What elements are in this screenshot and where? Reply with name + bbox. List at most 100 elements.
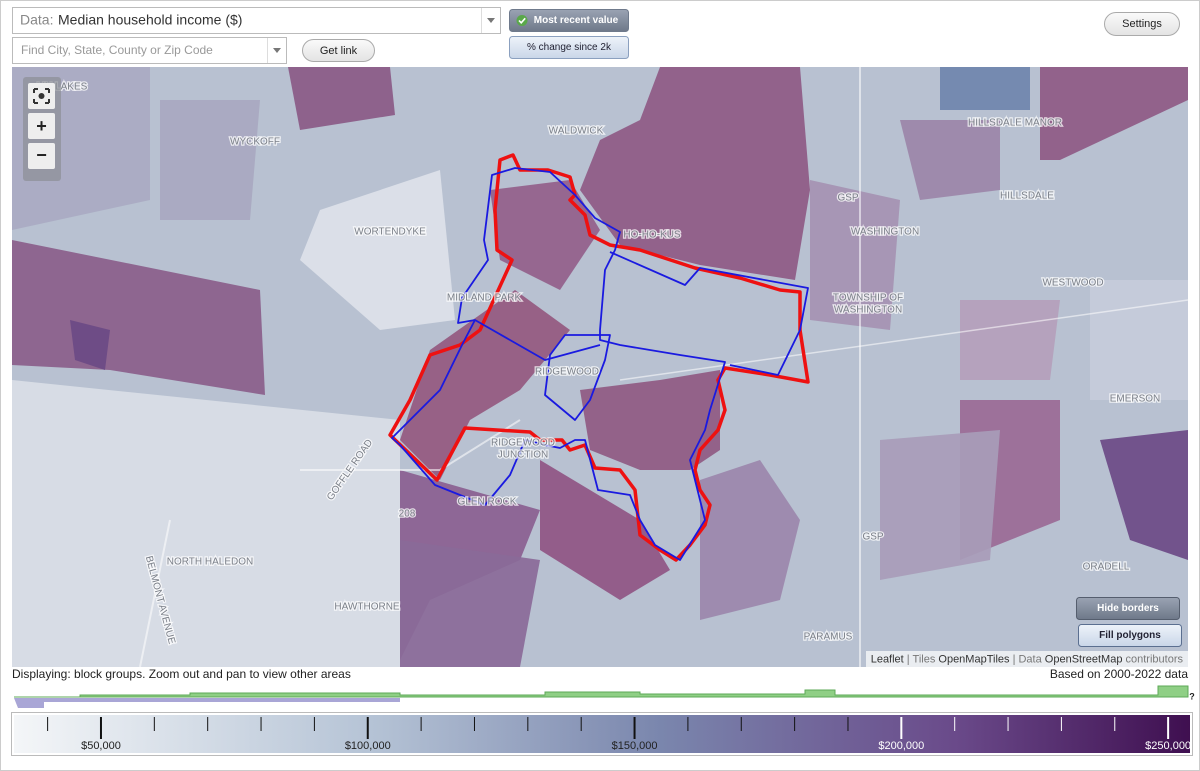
distribution-selection [14, 698, 400, 708]
block-group [70, 320, 110, 370]
map-label: WESTWOOD [1042, 278, 1103, 289]
data-value[interactable]: Median household income ($) [58, 12, 242, 28]
change-button[interactable] [509, 36, 629, 59]
block-group [900, 120, 1000, 200]
block-group [940, 67, 1030, 110]
get-link-label[interactable]: Get link [320, 45, 358, 57]
tick-label: $200,000 [878, 740, 924, 752]
map-label: WALDWICK [549, 126, 604, 137]
most-recent-label[interactable]: Most recent value [534, 15, 619, 26]
map-label: GSP [862, 532, 883, 543]
zoom-in-label[interactable]: + [36, 116, 47, 136]
map-label: RIDGEWOOD [535, 367, 599, 378]
block-group [700, 460, 800, 620]
block-group [490, 180, 600, 290]
distribution [14, 685, 1189, 698]
map-label: WASHINGTON [851, 227, 919, 238]
legend-ticks: $50,000 $100,000 $150,000 $200,000 $250,000 [47, 717, 1191, 752]
attribution-link[interactable]: OpenStreetMap [1045, 653, 1123, 665]
block-group [1040, 67, 1188, 160]
map-label: HAWTHORNE [334, 602, 400, 613]
block-group [288, 67, 395, 130]
map-label: RIDGEWOOD [491, 438, 555, 449]
zoom-out-button[interactable] [28, 143, 55, 169]
get-link-button[interactable] [302, 39, 375, 62]
block-group [880, 430, 1000, 580]
fill-polygons-label[interactable]: Fill polygons [1099, 630, 1161, 641]
map-label: PARAMUS [804, 632, 853, 643]
blue-border [544, 334, 611, 421]
tick-label: $50,000 [81, 740, 121, 752]
block-group [1100, 430, 1188, 560]
attribution-bg [866, 651, 1188, 667]
block-group [12, 380, 400, 667]
legend-scale [14, 715, 1190, 753]
map-label: HILLSDALE MANOR [968, 118, 1062, 129]
most-recent-button[interactable] [509, 9, 629, 32]
check-icon [516, 15, 528, 26]
block-group [300, 170, 455, 330]
block-groups [12, 67, 1188, 667]
attribution: Leaflet | Tiles OpenMapTiles | Data Open… [871, 653, 1184, 665]
settings-button[interactable] [1104, 12, 1180, 36]
fit-icon [33, 88, 50, 104]
map-label: JUNCTION [498, 450, 549, 461]
dropdown-arrow[interactable] [273, 48, 281, 53]
map-label: HO-HO-KUS [623, 230, 681, 241]
help-icon[interactable]: ? [1189, 691, 1195, 701]
map-label: WORTENDYKE [354, 227, 426, 238]
blue-border [609, 251, 809, 376]
blue-border [391, 167, 726, 561]
block-group [580, 67, 810, 280]
block-group [810, 180, 900, 330]
map-label: TOWNSHIP OF [833, 293, 903, 304]
map-label: HILLSDALE [1000, 191, 1054, 202]
tick-label: $250,000 [1145, 740, 1191, 752]
based-on-text: Based on 2000-2022 data [1050, 667, 1188, 681]
check-mark [518, 17, 526, 24]
roads [139, 67, 1188, 667]
tick-label: $150,000 [612, 740, 658, 752]
map-label: ORADELL [1083, 562, 1130, 573]
hide-borders-label[interactable]: Hide borders [1097, 603, 1159, 614]
road [300, 419, 521, 471]
attribution-text: | Data [1013, 653, 1043, 665]
block-group [580, 370, 720, 470]
zoom-out-label[interactable]: − [36, 145, 47, 165]
attribution-link[interactable]: Leaflet [871, 653, 904, 665]
fill-polygons-button[interactable] [1078, 624, 1182, 647]
blue-borders [391, 167, 809, 561]
map-label: WASHINGTON [834, 305, 902, 316]
change-label[interactable]: % change since 2k [527, 42, 612, 53]
block-group [540, 460, 670, 600]
settings-label[interactable]: Settings [1122, 18, 1162, 30]
displaying-text: Displaying: block groups. Zoom out and p… [12, 667, 351, 681]
data-select[interactable] [12, 7, 501, 34]
search-box[interactable] [12, 37, 287, 64]
road [139, 519, 171, 667]
data-label: Data: [20, 12, 53, 28]
map-label: 208 [399, 509, 416, 520]
fit-icon-dot [38, 93, 45, 99]
map-label: GSP [837, 193, 858, 204]
tick-label: $100,000 [345, 740, 391, 752]
road [619, 299, 1188, 381]
map-label: NORTH HALEDON [167, 557, 254, 568]
block-group [1090, 280, 1188, 400]
attribution-link[interactable]: OpenMapTiles [938, 653, 1010, 665]
map-label: WYCKOFF [230, 137, 280, 148]
zoom-in-button[interactable] [28, 113, 55, 139]
block-group [160, 100, 260, 220]
map-label: GLEN ROCK [458, 497, 517, 508]
block-group [400, 540, 540, 667]
search-placeholder[interactable]: Find City, State, County or Zip Code [21, 43, 213, 57]
hide-borders-button[interactable] [1076, 597, 1180, 620]
map-label: EMERSON [1110, 394, 1161, 405]
block-group [400, 290, 570, 480]
attribution-text: | Tiles [907, 653, 936, 665]
attribution-text: contributors [1126, 653, 1184, 665]
dropdown-arrow[interactable] [487, 18, 495, 23]
blue-border [474, 319, 601, 361]
